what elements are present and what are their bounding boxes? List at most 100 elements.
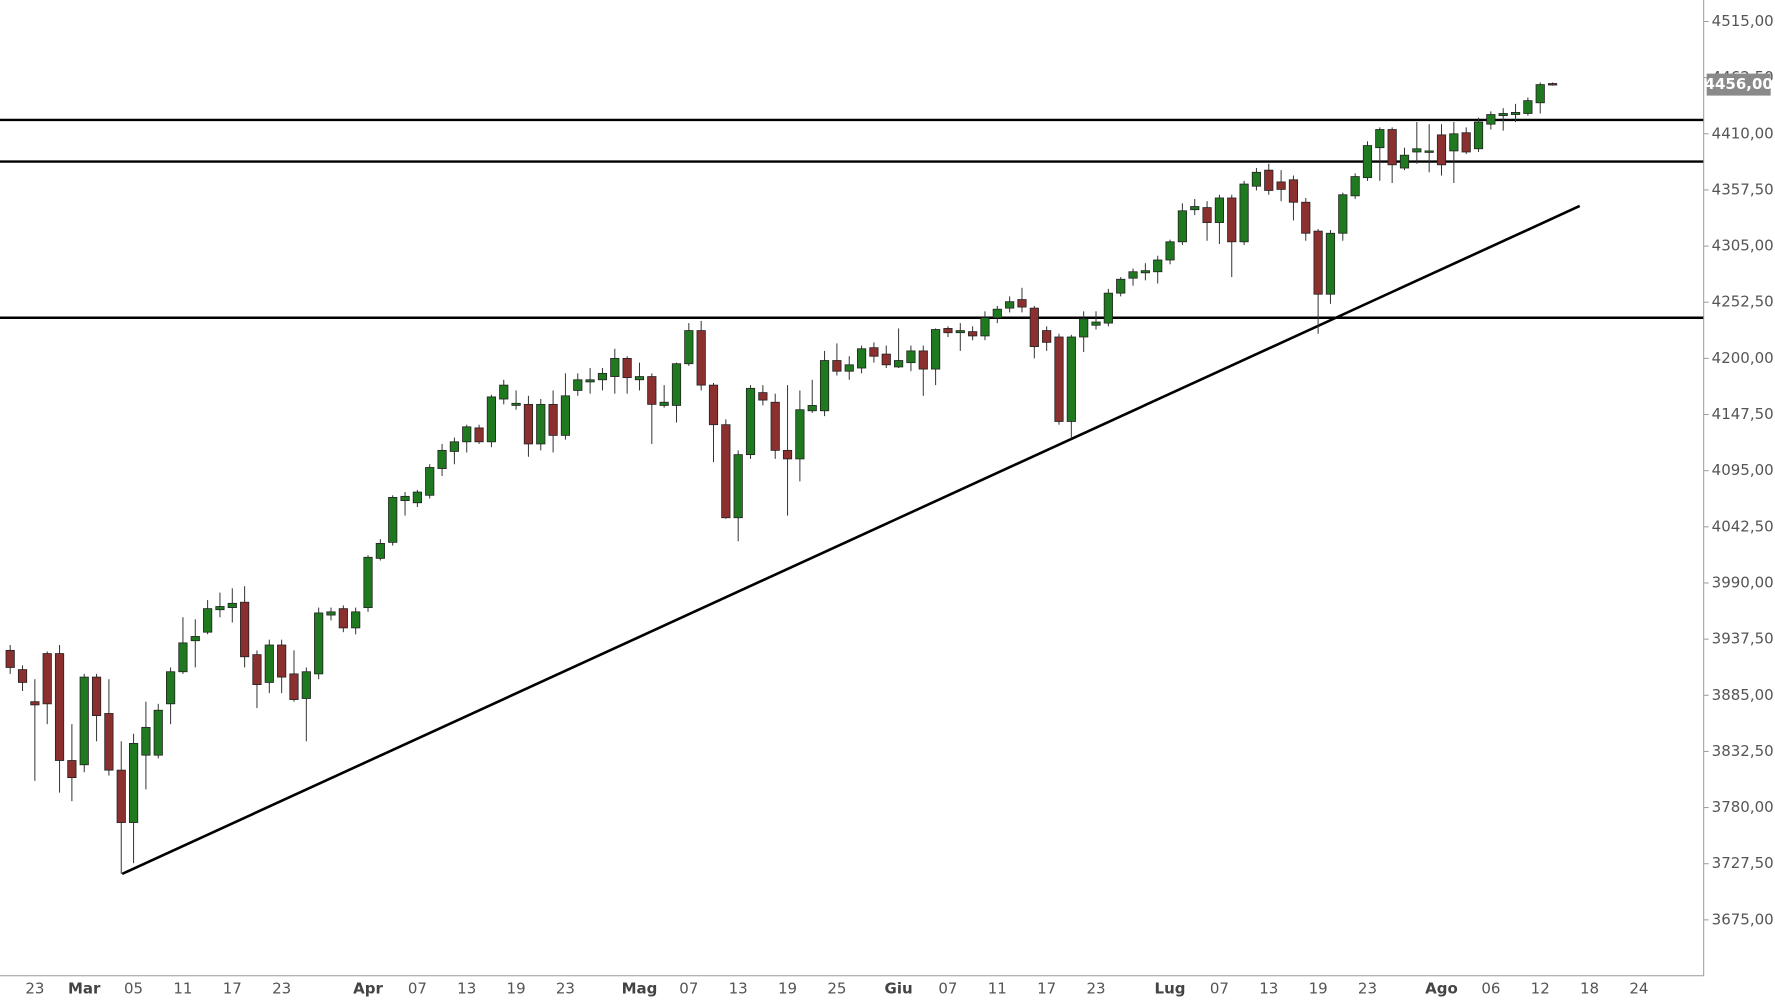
- x-tick-label: 13: [457, 979, 476, 997]
- candle-body: [116, 769, 126, 823]
- candle-body: [1042, 330, 1052, 343]
- candle-body: [955, 330, 965, 334]
- candle-body: [128, 742, 139, 823]
- candle-body: [91, 676, 102, 716]
- candle-body: [215, 606, 225, 611]
- candle-body: [240, 601, 250, 658]
- y-tick-label: 4095,00: [1712, 461, 1774, 479]
- candle-body: [622, 357, 632, 379]
- candle-body: [449, 441, 459, 452]
- candle-body: [647, 376, 657, 405]
- candle-body: [486, 396, 496, 443]
- candle-body: [1461, 132, 1471, 153]
- candle-body: [42, 653, 52, 705]
- candle-body: [412, 491, 422, 504]
- candle-body: [1375, 129, 1385, 149]
- x-tick-label: Apr: [353, 979, 383, 997]
- candle-body: [1227, 197, 1237, 243]
- candle-body: [314, 612, 324, 675]
- y-tick-label: 4410,00: [1712, 124, 1774, 142]
- candle-body: [203, 608, 213, 633]
- x-tick-label: 19: [778, 979, 797, 997]
- candle-body: [597, 372, 608, 381]
- candle-body: [1140, 270, 1150, 274]
- x-tick-label: 25: [827, 979, 846, 997]
- candle-body: [351, 611, 361, 629]
- candle-body: [659, 401, 669, 406]
- y-tick-label: 3832,50: [1712, 742, 1774, 760]
- candle-body: [708, 384, 719, 426]
- x-tick-label: 19: [507, 979, 526, 997]
- candle-body: [54, 653, 65, 761]
- candle-body: [227, 602, 237, 608]
- candle-body: [745, 387, 756, 456]
- x-tick-label: 07: [938, 979, 957, 997]
- x-tick-label: 11: [988, 979, 1007, 997]
- candle-body: [1387, 129, 1397, 166]
- y-tick-label: 3675,00: [1712, 910, 1774, 928]
- plot-area: [0, 82, 1704, 876]
- candle-body: [610, 357, 620, 377]
- x-tick-label: Lug: [1155, 979, 1186, 997]
- x-tick-label: 24: [1629, 979, 1648, 997]
- candle-body: [388, 497, 398, 543]
- x-tick-label: 06: [1481, 979, 1500, 997]
- candle-body: [1128, 271, 1138, 279]
- x-tick-label: Giu: [885, 979, 913, 997]
- candle-body: [1535, 84, 1545, 104]
- candle-body: [1214, 197, 1224, 223]
- x-tick-label: Mag: [622, 979, 658, 997]
- x-tick-label: 19: [1309, 979, 1328, 997]
- candle-body: [1350, 176, 1360, 197]
- candle-body: [906, 350, 916, 364]
- last-price-box: [1706, 73, 1771, 96]
- candle-body: [1510, 112, 1521, 115]
- x-tick-label: 13: [1259, 979, 1278, 997]
- candle-body: [264, 644, 274, 683]
- candle-body: [1153, 259, 1163, 273]
- x-tick-label: 07: [408, 979, 427, 997]
- candle-body: [141, 726, 151, 756]
- candle-body: [1473, 121, 1484, 150]
- candle-body: [178, 642, 188, 673]
- candle-body: [881, 353, 891, 366]
- y-tick-label: 3885,00: [1712, 686, 1774, 704]
- x-tick-label: 18: [1580, 979, 1599, 997]
- candle-body: [634, 376, 645, 381]
- candle-body: [1325, 232, 1336, 295]
- x-tick-label: 12: [1531, 979, 1550, 997]
- x-tick-label: 05: [124, 979, 143, 997]
- candle-body: [770, 401, 780, 451]
- candle-body: [252, 654, 262, 685]
- candle-body: [67, 760, 77, 779]
- last-price-label: 4456,00: [1705, 75, 1773, 93]
- candle-body: [585, 379, 595, 383]
- candle-body: [1288, 179, 1299, 203]
- candle-body: [1239, 183, 1249, 243]
- candle-body: [782, 449, 793, 460]
- candle-body: [894, 360, 904, 368]
- candle-body: [1276, 181, 1286, 190]
- x-tick-label: Mar: [68, 979, 101, 997]
- candle-body: [832, 360, 842, 372]
- y-tick-label: 4042,50: [1712, 517, 1774, 535]
- candle-body: [1251, 171, 1262, 187]
- candle-body: [1005, 301, 1015, 309]
- candle-body: [1116, 278, 1126, 294]
- candle-body: [289, 673, 299, 700]
- candle-body: [1190, 206, 1200, 211]
- x-tick-label: 23: [556, 979, 575, 997]
- y-tick-label: 3780,00: [1712, 798, 1774, 816]
- candle-body: [573, 379, 583, 391]
- candle-body: [918, 350, 928, 370]
- candle-body: [326, 611, 336, 616]
- candle-body: [166, 671, 176, 705]
- y-tick-label: 4147,50: [1712, 405, 1774, 423]
- trend-line: [121, 204, 1581, 876]
- candle-body: [1338, 194, 1348, 234]
- x-tick-label: 13: [729, 979, 748, 997]
- candle-body: [992, 308, 1002, 319]
- x-tick-label: 23: [1358, 979, 1377, 997]
- y-tick-label: 3727,50: [1712, 854, 1774, 872]
